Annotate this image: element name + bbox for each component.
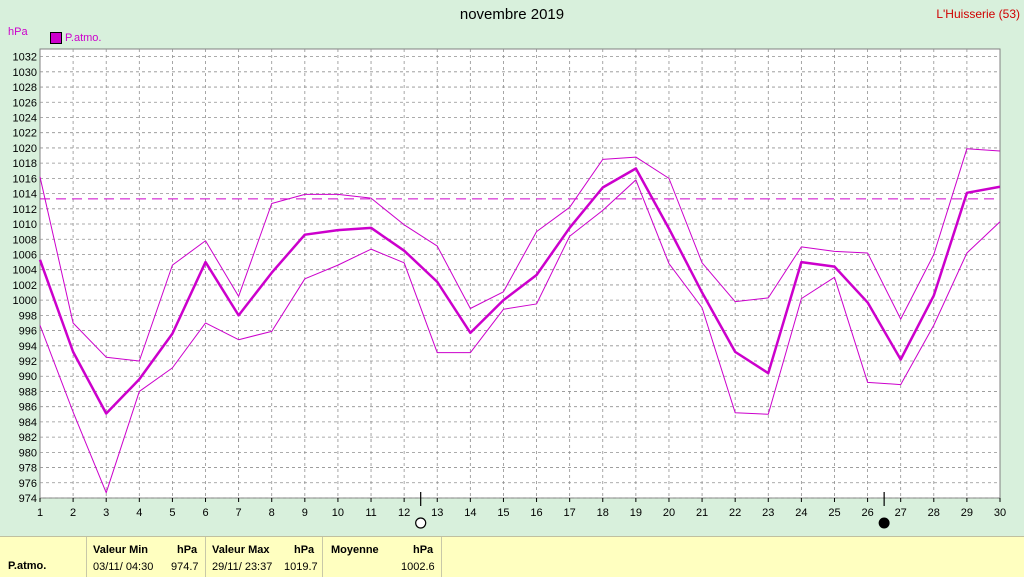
station-name: L'Huisserie (53): [936, 7, 1020, 21]
y-tick-label: 1012: [13, 204, 37, 216]
stats-mean-header: Moyenne: [331, 544, 379, 556]
y-tick-label: 1030: [13, 67, 37, 79]
stats-min-cell: Valeur Min hPa 03/11/ 04:30 974.7: [87, 537, 206, 577]
stats-mean-cell: Moyenne hPa 1002.6: [323, 537, 442, 577]
stats-mean-unit: hPa: [413, 544, 434, 556]
x-tick-label: 21: [696, 507, 708, 519]
series-line-mean: [38, 167, 1001, 415]
x-tick-label: 18: [597, 507, 609, 519]
stats-min-unit: hPa: [177, 544, 198, 556]
x-tick-label: 22: [729, 507, 741, 519]
stats-mean-value: 1002.6: [401, 561, 435, 573]
y-tick-label: 1014: [13, 189, 37, 201]
y-tick-label: 1000: [13, 295, 37, 307]
x-tick-label: 20: [663, 507, 675, 519]
y-tick-label: 996: [19, 326, 37, 338]
y-tick-label: 980: [19, 447, 37, 459]
y-tick-label: 988: [19, 386, 37, 398]
stats-panel: P.atmo. Valeur Min hPa 03/11/ 04:30 974.…: [0, 536, 1024, 577]
y-tick-label: 994: [19, 341, 37, 353]
new-moon-icon: [878, 517, 890, 529]
y-tick-label: 974: [19, 493, 37, 505]
y-tick-label: 1004: [13, 265, 37, 277]
stats-row-label-cell: P.atmo.: [0, 537, 87, 577]
y-tick-label: 976: [19, 478, 37, 490]
x-tick-label: 3: [103, 507, 109, 519]
x-tick-label: 26: [861, 507, 873, 519]
x-tick-label: 7: [236, 507, 242, 519]
x-tick-label: 14: [464, 507, 476, 519]
y-tick-label: 1022: [13, 128, 37, 140]
x-tick-label: 8: [269, 507, 275, 519]
y-tick-label: 984: [19, 417, 37, 429]
y-tick-label: 990: [19, 371, 37, 383]
y-tick-label: 1006: [13, 249, 37, 261]
y-tick-label: 992: [19, 356, 37, 368]
y-tick-label: 1032: [13, 52, 37, 64]
x-tick-label: 1: [37, 507, 43, 519]
y-tick-label: 1010: [13, 219, 37, 231]
chart-title: novembre 2019: [459, 6, 565, 23]
stats-min-value: 974.7: [171, 561, 199, 573]
x-tick-label: 6: [202, 507, 208, 519]
x-tick-label: 13: [431, 507, 443, 519]
legend: P.atmo.: [50, 32, 102, 44]
series-line-max: [39, 148, 1001, 362]
x-tick-label: 19: [630, 507, 642, 519]
x-tick-label: 12: [398, 507, 410, 519]
y-tick-label: 1008: [13, 234, 37, 246]
stats-max-date: 29/11/ 23:37: [212, 561, 273, 573]
x-tick-label: 16: [530, 507, 542, 519]
stats-max-value: 1019.7: [284, 561, 318, 573]
x-tick-label: 11: [365, 507, 376, 519]
series-line-min: [39, 179, 1001, 494]
stats-min-header: Valeur Min: [93, 544, 149, 556]
x-tick-label: 17: [564, 507, 576, 519]
stats-min-date: 03/11/ 04:30: [93, 561, 154, 573]
x-tick-label: 15: [497, 507, 509, 519]
x-tick-label: 24: [795, 507, 807, 519]
y-tick-label: 1026: [13, 97, 37, 109]
y-tick-label: 982: [19, 432, 37, 444]
x-tick-label: 28: [928, 507, 940, 519]
stats-row-label: P.atmo.: [8, 560, 47, 572]
y-tick-label: 1016: [13, 173, 37, 185]
pressure-chart: 9749769789809829849869889909929949969981…: [13, 48, 1006, 529]
y-tick-label: 998: [19, 310, 37, 322]
legend-swatch: [50, 32, 62, 44]
stats-max-unit: hPa: [294, 544, 315, 556]
full-moon-icon: [415, 517, 427, 529]
x-tick-label: 29: [961, 507, 973, 519]
y-tick-label: 1018: [13, 158, 37, 170]
y-tick-label: 1024: [13, 112, 37, 124]
legend-label: P.atmo.: [65, 32, 102, 44]
x-tick-label: 27: [895, 507, 907, 519]
y-tick-label: 1020: [13, 143, 37, 155]
x-tick-label: 23: [762, 507, 774, 519]
y-tick-label: 986: [19, 402, 37, 414]
x-tick-label: 2: [70, 507, 76, 519]
x-tick-label: 4: [136, 507, 142, 519]
x-tick-label: 5: [169, 507, 175, 519]
x-tick-label: 10: [332, 507, 344, 519]
y-tick-label: 1002: [13, 280, 37, 292]
y-tick-label: 978: [19, 463, 37, 475]
x-tick-label: 30: [994, 507, 1006, 519]
plot-area: [39, 48, 1001, 499]
x-tick-label: 9: [302, 507, 308, 519]
stats-max-cell: Valeur Max hPa 29/11/ 23:37 1019.7: [206, 537, 323, 577]
y-axis-unit: hPa: [8, 26, 28, 38]
stats-max-header: Valeur Max: [212, 544, 270, 556]
y-tick-label: 1028: [13, 82, 37, 94]
x-tick-label: 25: [828, 507, 840, 519]
